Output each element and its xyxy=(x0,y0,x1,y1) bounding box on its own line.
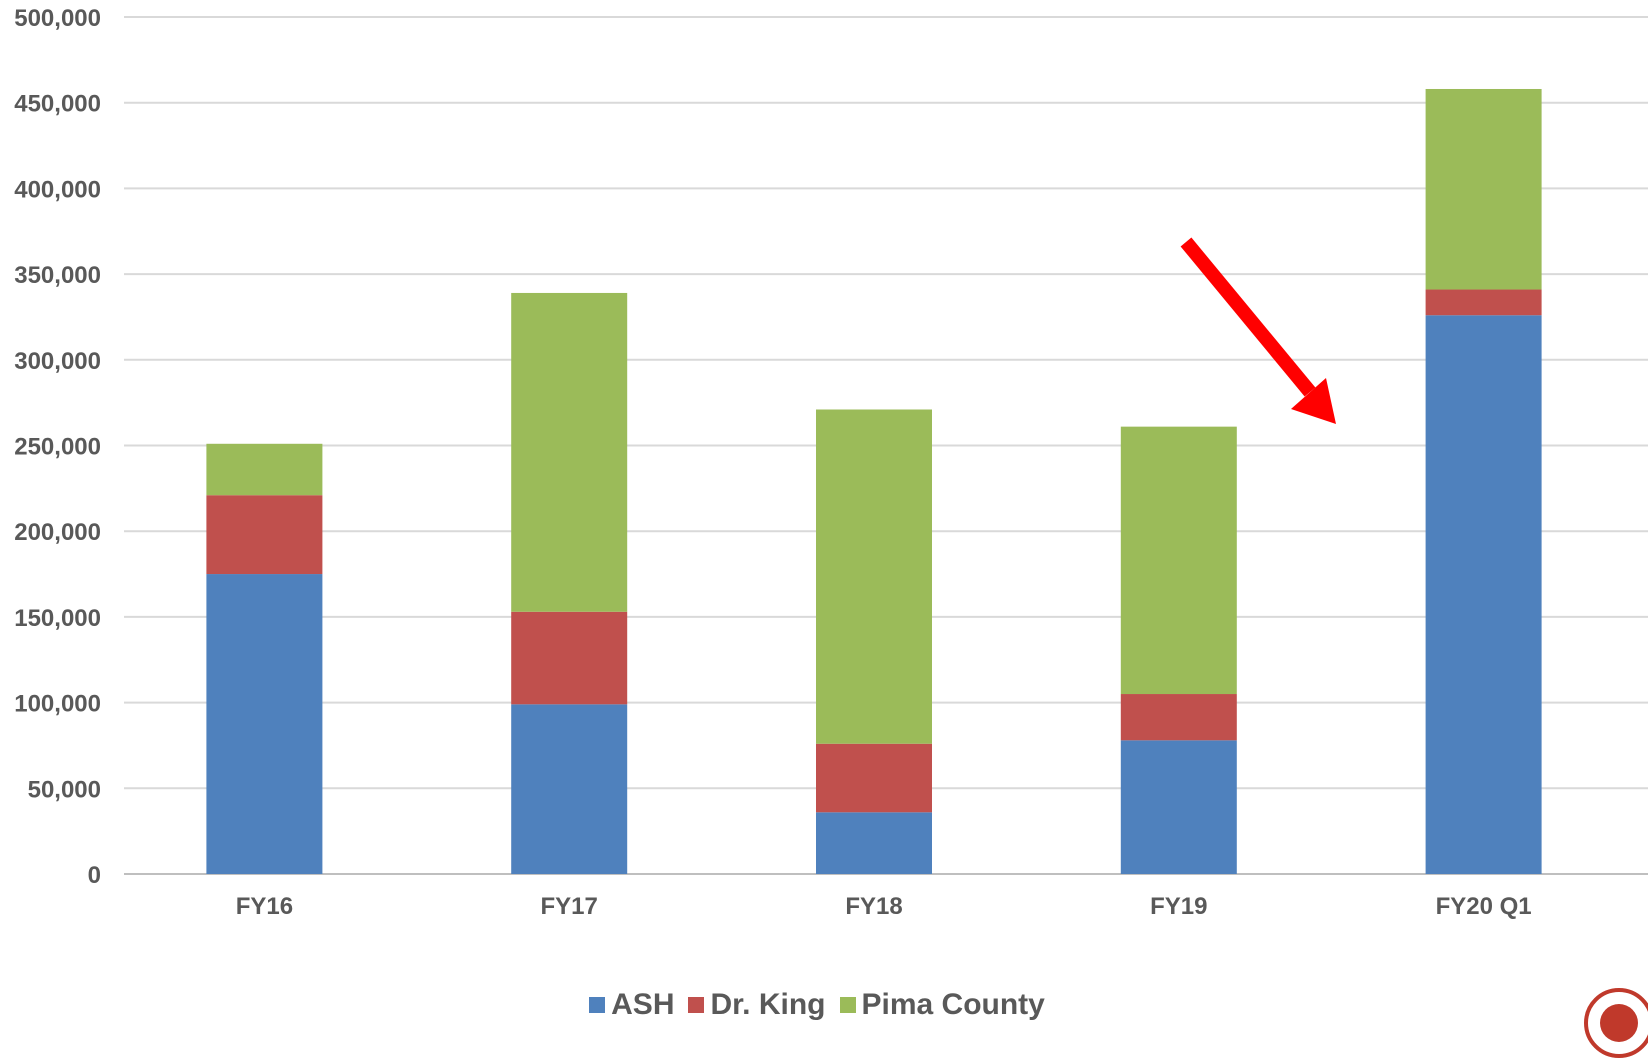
annotation-arrow-head xyxy=(1291,378,1336,424)
county-seal-emblem xyxy=(1600,1004,1638,1042)
y-tick-label: 50,000 xyxy=(28,776,101,803)
y-tick-label: 350,000 xyxy=(14,262,101,289)
legend-swatch-pima-county xyxy=(839,997,856,1013)
county-seal-logo xyxy=(1584,988,1648,1058)
bar-segment-pima-county-fy16 xyxy=(206,443,323,496)
y-tick-label: 450,000 xyxy=(14,91,101,118)
bars xyxy=(206,88,1542,875)
bar-segment-ash-fy19 xyxy=(1120,740,1237,874)
bar-segment-pima-county-fy20-q1 xyxy=(1425,88,1542,290)
x-axis-tick-labels: FY16 FY17 FY18 FY19 FY20 Q1 xyxy=(236,893,1532,920)
legend-label-pima-county: Pima County xyxy=(861,988,1045,1021)
bar-segment-pima-county-fy17 xyxy=(511,292,628,612)
legend-label-ash: ASH xyxy=(611,988,675,1021)
bar-segment-ash-fy18 xyxy=(816,812,932,874)
chart-canvas: 0 50,000 100,000 150,000 200,000 250,000 300,0… xyxy=(14,5,1648,920)
legend-item-pima-county: Pima County xyxy=(839,988,1045,1022)
bar-segment-dr-king-fy17 xyxy=(511,611,628,705)
y-axis-tick-labels: 0 50,000 100,000 150,000 200,000 250,000 300,0… xyxy=(14,5,101,889)
y-tick-label: 300,000 xyxy=(14,348,101,375)
y-tick-label: 500,000 xyxy=(14,5,101,32)
legend-swatch-ash xyxy=(589,997,606,1013)
bar-segment-dr-king-fy16 xyxy=(206,495,323,575)
legend-item-ash: ASH xyxy=(589,988,674,1022)
y-tick-label: 100,000 xyxy=(14,691,101,718)
bar-segment-ash-fy17 xyxy=(511,704,628,874)
x-tick-label: FY19 xyxy=(1150,893,1207,920)
x-tick-label: FY18 xyxy=(845,893,902,920)
y-tick-label: 400,000 xyxy=(14,176,101,203)
annotation-arrow xyxy=(1180,237,1336,424)
bar-segment-pima-county-fy19 xyxy=(1120,426,1237,695)
legend-swatch-dr-king xyxy=(688,997,705,1013)
y-tick-label: 250,000 xyxy=(14,434,101,461)
annotation-arrow-shaft xyxy=(1180,237,1316,397)
bar-segment-dr-king-fy19 xyxy=(1120,694,1237,741)
x-tick-label: FY20 Q1 xyxy=(1436,893,1532,920)
bar-segment-pima-county-fy18 xyxy=(816,409,932,744)
stacked-bar-chart: 0 50,000 100,000 150,000 200,000 250,000 300,0… xyxy=(14,5,1648,920)
y-tick-label: 150,000 xyxy=(14,605,101,632)
y-tick-label: 0 xyxy=(88,862,101,889)
x-tick-label: FY17 xyxy=(541,893,598,920)
legend-label-dr-king: Dr. King xyxy=(710,988,826,1021)
bar-segment-dr-king-fy18 xyxy=(816,743,932,813)
bar-segment-ash-fy16 xyxy=(206,574,323,874)
x-tick-label: FY16 xyxy=(236,893,293,920)
bar-segment-ash-fy20-q1 xyxy=(1425,315,1542,875)
y-tick-label: 200,000 xyxy=(14,519,101,546)
legend: ASH Dr. King Pima County xyxy=(0,985,1648,1025)
legend-item-dr-king: Dr. King xyxy=(688,988,826,1022)
bar-segment-dr-king-fy20-q1 xyxy=(1425,289,1542,316)
